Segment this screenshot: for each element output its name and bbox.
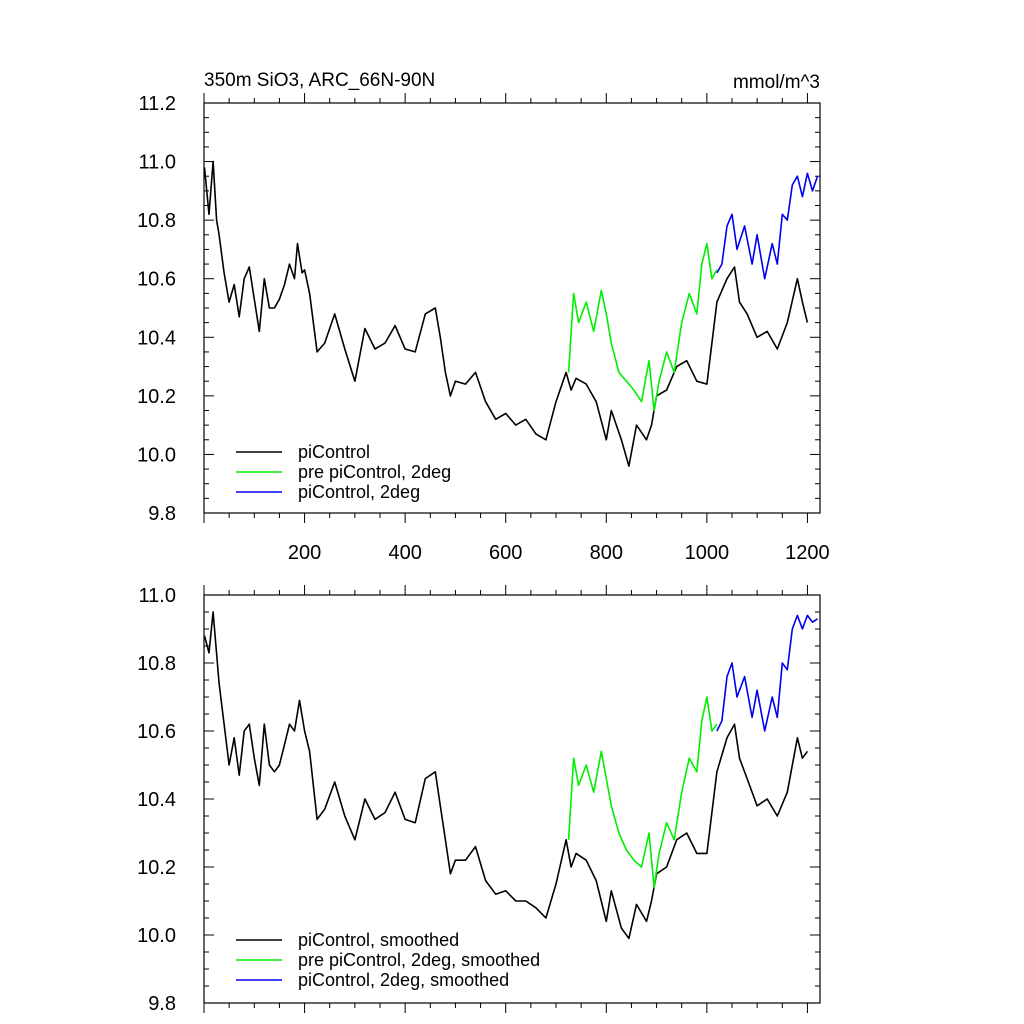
y-tick-label: 11.2 <box>139 93 176 115</box>
legend-label: piControl, 2deg <box>298 482 420 502</box>
axis-ticks <box>203 93 820 523</box>
axis-ticks <box>203 585 820 1013</box>
chart-panel-top: 350m SiO3, ARC_66N-90N mmol/m^3 9.8 10.0 1… <box>137 70 830 564</box>
chart-panel-bottom: 9.8 10.0 10.2 10.4 10.6 10.8 11.0 piControl, s… <box>137 585 821 1015</box>
units-label: mmol/m^3 <box>733 72 820 93</box>
y-tick-label: 10.8 <box>137 653 176 675</box>
y-tick-label: 10.0 <box>137 925 176 947</box>
legend-label: piControl, smoothed <box>298 930 459 950</box>
x-tick-label: 1200 <box>785 542 830 564</box>
y-tick-label: 9.8 <box>148 993 176 1015</box>
plot-frame <box>203 102 821 514</box>
legend-label: pre piControl, 2deg <box>298 462 451 482</box>
y-tick-label: 10.8 <box>137 210 176 232</box>
series-line-0 <box>203 160 809 467</box>
y-tick-label: 10.6 <box>137 721 176 743</box>
series-lines <box>203 611 818 940</box>
chart-title: 350m SiO3, ARC_66N-90N <box>204 70 435 91</box>
y-tick-label: 9.8 <box>148 503 176 525</box>
series-lines <box>203 160 819 467</box>
y-tick-label: 10.0 <box>137 444 176 466</box>
x-tick-labels: 200 400 600 800 1000 1200 <box>288 542 830 564</box>
y-tick-label: 11.0 <box>139 152 176 174</box>
series-line-1 <box>567 242 718 412</box>
x-tick-label: 200 <box>288 542 321 564</box>
x-tick-label: 1000 <box>685 542 730 564</box>
legend-label: pre piControl, 2deg, smoothed <box>298 950 540 970</box>
series-line-0 <box>203 611 809 940</box>
y-tick-label: 11.0 <box>139 585 176 607</box>
legend-label: piControl <box>298 442 370 462</box>
x-tick-label: 400 <box>388 542 421 564</box>
y-tick-labels: 9.8 10.0 10.2 10.4 10.6 10.8 11.0 <box>137 585 176 1015</box>
plot-frame <box>203 594 821 1004</box>
legend-label: piControl, 2deg, smoothed <box>298 970 509 990</box>
series-line-1 <box>567 696 718 889</box>
series-line-2 <box>716 614 818 732</box>
y-tick-labels: 9.8 10.0 10.2 10.4 10.6 10.8 11.0 11.2 <box>137 93 176 525</box>
x-tick-label: 800 <box>590 542 623 564</box>
y-tick-label: 10.2 <box>137 386 176 408</box>
y-tick-label: 10.4 <box>137 789 176 811</box>
y-tick-label: 10.6 <box>137 269 176 291</box>
x-tick-label: 600 <box>489 542 522 564</box>
y-tick-label: 10.4 <box>137 327 176 349</box>
series-line-2 <box>716 172 819 280</box>
y-tick-label: 10.2 <box>137 857 176 879</box>
